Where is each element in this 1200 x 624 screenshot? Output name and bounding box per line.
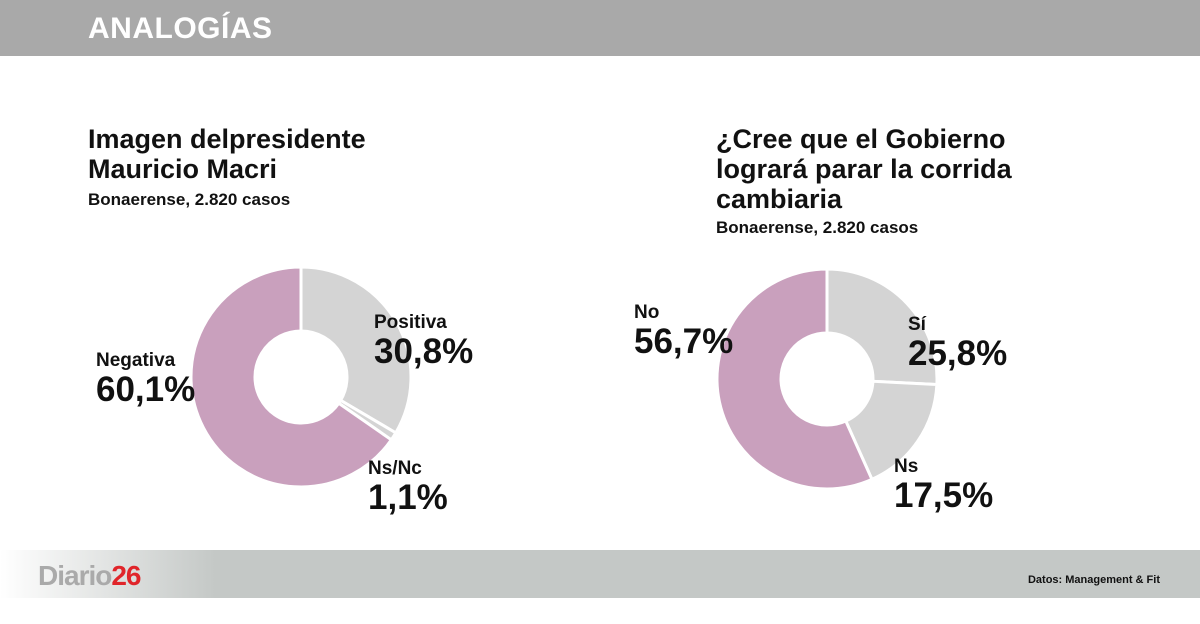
slice-positiva (299, 266, 412, 435)
chart2-label-si: Sí 25,8% (908, 314, 1008, 373)
chart1-label-positiva: Positiva 30,8% (374, 312, 474, 371)
slice-no (716, 268, 874, 490)
chart1-label-nsnc: Ns/Nc 1,1% (368, 458, 448, 517)
chart1-label-negativa: Negativa 60,1% (96, 350, 196, 409)
chart2-donut (716, 268, 938, 490)
slice-ns (843, 379, 938, 482)
slice-negativa (190, 266, 394, 488)
chart2-label-no: No 56,7% (634, 302, 734, 361)
chart1-title: Imagen delpresidente Mauricio Macri (88, 124, 366, 184)
header-bar: ANALOGÍAS (0, 0, 1200, 56)
chart1-subtitle: Bonaerense, 2.820 casos (88, 190, 291, 209)
source-note: Datos: Management & Fit (1027, 574, 1160, 586)
slice-s (825, 268, 938, 387)
chart1-donut (190, 266, 412, 488)
header-title: ANALOGÍAS (88, 12, 273, 45)
chart2-title: ¿Cree que el Gobierno logrará parar la c… (716, 124, 1012, 214)
chart2-subtitle: Bonaerense, 2.820 casos (716, 218, 919, 237)
chart2-label-ns: Ns 17,5% (894, 456, 994, 515)
footer-bar: Diario26 Datos: Management & Fit (0, 550, 1200, 598)
diario26-logo: Diario26 (38, 560, 142, 591)
